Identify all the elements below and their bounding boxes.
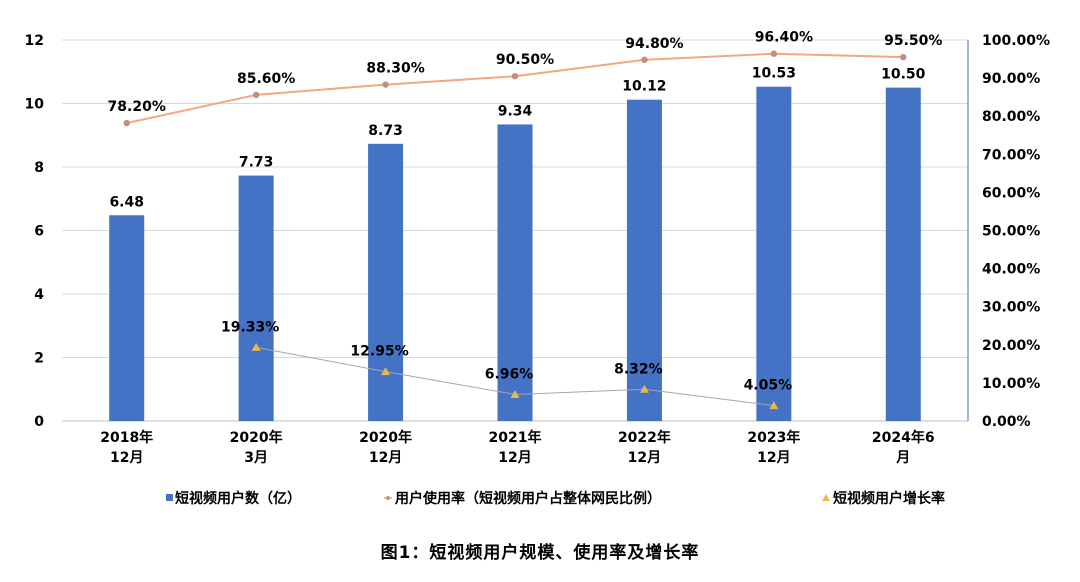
- bar-series: [109, 86, 921, 422]
- left-axis-tick: 6: [34, 224, 44, 240]
- x-axis-tick-line: 2018年: [100, 429, 153, 446]
- left-axis-tick: 8: [34, 160, 44, 176]
- growth-rate-marker: [381, 367, 391, 376]
- usage-rate-data-label: 78.20%: [108, 99, 166, 115]
- right-axis-tick: 60.00%: [982, 185, 1040, 201]
- combo-chart: 0 2 4 6 8 10 12 0.00% 10.00% 20.00% 30.00% 40.00% 50…: [25, 30, 1051, 507]
- right-axis-tick: 0.00%: [982, 414, 1031, 430]
- data-labels: 6.48 7.73 8.73 9.34 10.12 10.53 10.50 78.20% 85.…: [108, 30, 943, 394]
- bar: [368, 143, 404, 421]
- x-axis-tick-line: 2024年6: [872, 429, 935, 446]
- legend-swatch-usage-marker: [386, 496, 390, 500]
- left-axis-tick: 10: [25, 97, 45, 113]
- usage-rate-data-label: 95.50%: [884, 33, 942, 49]
- left-axis-tick: 0: [34, 414, 44, 430]
- usage-rate-marker: [511, 72, 519, 80]
- right-axis-tick: 70.00%: [982, 147, 1040, 163]
- legend-label-growth: 短视频用户增长率: [833, 490, 945, 507]
- usage-rate-marker: [641, 56, 648, 64]
- bar-data-label: 10.50: [881, 67, 926, 83]
- x-axis-tick: 2023年 12月: [747, 429, 800, 466]
- bar-data-label: 9.34: [498, 103, 533, 119]
- bar: [756, 86, 792, 422]
- growth-rate-data-label: 8.32%: [614, 361, 663, 377]
- x-axis-tick: 2021年 12月: [489, 429, 542, 466]
- right-axis-tick: 90.00%: [982, 71, 1040, 87]
- right-axis-tick: 100.00%: [982, 33, 1050, 49]
- growth-rate-marker: [510, 389, 520, 398]
- legend-swatch-bar: [166, 494, 173, 501]
- bar: [109, 215, 145, 421]
- usage-rate-marker: [900, 53, 907, 61]
- usage-rate-data-label: 94.80%: [625, 36, 683, 52]
- growth-rate-marker: [769, 401, 779, 410]
- usage-rate-data-label: 88.30%: [366, 61, 424, 77]
- legend-swatch-growth-marker: [822, 494, 830, 501]
- x-axis-tick-line: 12月: [628, 450, 661, 466]
- usage-rate-data-label: 85.60%: [237, 71, 295, 87]
- usage-rate-marker: [123, 119, 130, 127]
- x-axis-tick-line: 3月: [244, 450, 268, 466]
- bar: [626, 99, 662, 421]
- growth-rate-data-label: 19.33%: [221, 319, 279, 335]
- legend-label-usage: 用户使用率（短视频用户占整体网民比例）: [395, 490, 661, 507]
- bar-data-label: 10.53: [752, 66, 796, 82]
- usage-rate-data-label: 96.40%: [755, 30, 813, 46]
- usage-rate-marker: [252, 91, 260, 99]
- x-axis-tick-line: 月: [895, 450, 910, 466]
- usage-rate-data-label: 90.50%: [496, 52, 554, 68]
- line-series: [123, 50, 907, 410]
- bar-data-label: 8.73: [368, 123, 403, 139]
- x-axis-tick-line: 12月: [498, 450, 531, 466]
- right-axis-tick: 50.00%: [982, 224, 1040, 240]
- right-axis-tick: 80.00%: [982, 109, 1040, 125]
- bar: [238, 175, 274, 421]
- usage-rate-marker: [382, 81, 389, 88]
- bar-data-label: 6.48: [109, 194, 144, 210]
- x-axis-tick-line: 2020年: [359, 429, 412, 446]
- x-axis-tick-line: 12月: [757, 450, 790, 466]
- bar: [497, 124, 533, 421]
- right-axis-tick: 30.00%: [982, 300, 1040, 316]
- x-axis-tick-line: 12月: [110, 450, 143, 466]
- right-axis-tick: 10.00%: [982, 376, 1040, 392]
- axes: 0 2 4 6 8 10 12 0.00% 10.00% 20.00% 30.00% 40.00% 50…: [25, 33, 1051, 466]
- right-axis-tick: 40.00%: [982, 262, 1040, 278]
- x-axis-tick-line: 2023年: [747, 429, 800, 446]
- bar-data-label: 10.12: [622, 79, 666, 95]
- bar: [885, 87, 921, 421]
- x-axis-tick-line: 2022年: [618, 429, 671, 446]
- growth-rate-marker: [639, 384, 649, 393]
- legend-label-users: 短视频用户数（亿）: [175, 490, 301, 507]
- legend: 短视频用户数（亿） 用户使用率（短视频用户占整体网民比例） 短视频用户增长率: [166, 490, 945, 507]
- x-axis-tick: 2022年 12月: [618, 429, 671, 466]
- bar-data-label: 7.73: [239, 155, 274, 171]
- left-axis-tick: 12: [25, 33, 44, 49]
- x-axis-tick: 2020年 12月: [359, 429, 412, 466]
- usage-rate-marker: [770, 50, 778, 57]
- x-axis-tick-line: 2021年: [489, 429, 542, 446]
- growth-rate-data-label: 4.05%: [744, 378, 793, 394]
- figure-caption: 图1：短视频用户规模、使用率及增长率: [380, 543, 700, 563]
- growth-rate-marker: [251, 342, 261, 351]
- x-axis-tick: 2024年6 月: [872, 429, 935, 466]
- growth-rate-data-label: 6.96%: [485, 366, 534, 382]
- x-axis-tick: 2020年 3月: [230, 429, 283, 466]
- x-axis-tick: 2018年 12月: [100, 429, 153, 466]
- growth-rate-data-label: 12.95%: [350, 344, 408, 360]
- left-axis-tick: 2: [34, 351, 44, 367]
- x-axis-tick-line: 2020年: [230, 429, 283, 446]
- right-axis-tick: 20.00%: [982, 338, 1040, 354]
- x-axis-tick-line: 12月: [369, 450, 402, 466]
- left-axis-tick: 4: [34, 287, 44, 303]
